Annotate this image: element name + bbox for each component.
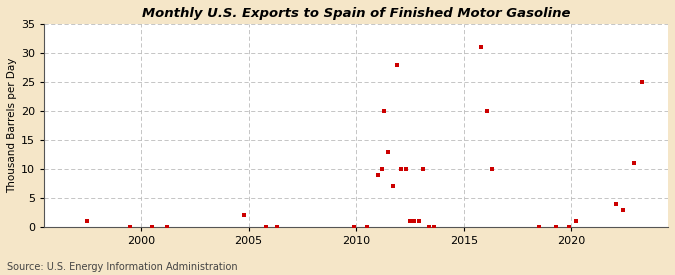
Point	[428, 225, 439, 229]
Point	[564, 225, 574, 229]
Point	[475, 45, 486, 49]
Point	[637, 80, 647, 84]
Point	[125, 225, 136, 229]
Point	[261, 225, 271, 229]
Point	[379, 109, 389, 113]
Point	[383, 149, 394, 154]
Point	[413, 219, 424, 223]
Point	[409, 219, 420, 223]
Point	[239, 213, 250, 218]
Point	[348, 225, 359, 229]
Point	[82, 219, 92, 223]
Point	[392, 62, 402, 67]
Point	[271, 225, 282, 229]
Title: Monthly U.S. Exports to Spain of Finished Motor Gasoline: Monthly U.S. Exports to Spain of Finishe…	[142, 7, 570, 20]
Point	[387, 184, 398, 189]
Point	[534, 225, 545, 229]
Point	[570, 219, 581, 223]
Point	[482, 109, 493, 113]
Point	[628, 161, 639, 165]
Point	[611, 202, 622, 206]
Text: Source: U.S. Energy Information Administration: Source: U.S. Energy Information Administ…	[7, 262, 238, 272]
Point	[486, 167, 497, 171]
Point	[618, 207, 628, 212]
Point	[400, 167, 411, 171]
Point	[161, 225, 172, 229]
Point	[377, 167, 387, 171]
Point	[417, 167, 428, 171]
Y-axis label: Thousand Barrels per Day: Thousand Barrels per Day	[7, 58, 17, 193]
Point	[551, 225, 562, 229]
Point	[146, 225, 157, 229]
Point	[396, 167, 407, 171]
Point	[373, 173, 383, 177]
Point	[362, 225, 373, 229]
Point	[424, 225, 435, 229]
Point	[404, 219, 415, 223]
